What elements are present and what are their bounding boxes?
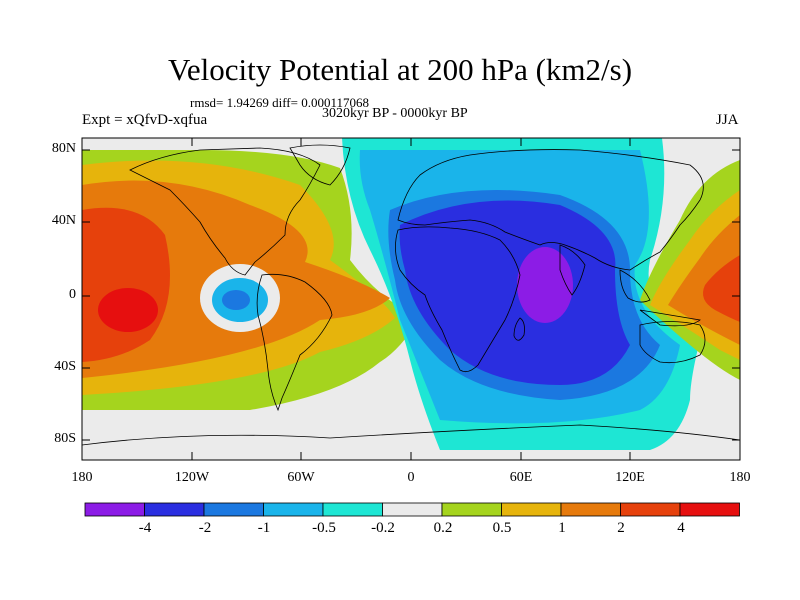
- colorbar-label: 1: [558, 520, 566, 536]
- lat-ticks: [82, 149, 740, 441]
- colorbar-label: 2: [617, 520, 625, 536]
- colorbar-swatch: [84, 502, 145, 517]
- colorbar-label: -4: [138, 520, 152, 536]
- velocity-potential-field: [82, 138, 740, 460]
- colorbar-swatch: [322, 502, 383, 517]
- colorbar-label: -2: [198, 520, 212, 536]
- negative-strong: [399, 200, 630, 385]
- west-pacific-positive-peak: [702, 255, 740, 322]
- colorbar-swatch: [501, 502, 562, 517]
- colorbar-swatch: [620, 502, 681, 517]
- season-label: JJA: [716, 112, 739, 128]
- colorbar-swatch: [679, 502, 740, 517]
- lat-label-40s: 40S: [54, 359, 76, 374]
- colorbar-swatch: [263, 502, 324, 517]
- colorbar-label: -0.2: [371, 520, 395, 536]
- coastlines: [82, 144, 740, 446]
- period-label: 3020kyr BP - 0000kyr BP: [322, 106, 468, 121]
- experiment-label: Expt = xQfvD-xqfua: [82, 112, 208, 128]
- colorbar-swatch: [382, 502, 443, 517]
- colorbar-label: -0.5: [312, 520, 336, 536]
- colorbar-label: 0.5: [492, 520, 512, 536]
- colorbar-swatch: [144, 502, 205, 517]
- lat-label-80s: 80S: [54, 431, 76, 446]
- lon-ticks: [191, 138, 631, 460]
- colorbar-swatch: [560, 502, 621, 517]
- lon-label-60e: 60E: [509, 470, 533, 485]
- colorbar-label: 0.2: [433, 520, 453, 536]
- lon-label-0: 0: [407, 470, 415, 485]
- lat-label-40n: 40N: [51, 213, 76, 228]
- colorbar-swatch: [203, 502, 264, 517]
- negative-core: [517, 247, 573, 323]
- lat-label-80n: 80N: [51, 141, 76, 156]
- pacific-positive-core: [98, 288, 158, 332]
- east-pacific-negative-core: [222, 290, 250, 310]
- lon-label-120e: 120E: [615, 470, 645, 485]
- colorbar-label: -1: [257, 520, 271, 536]
- lon-label-180e: 180: [729, 470, 751, 485]
- lat-label-0: 0: [69, 287, 76, 302]
- stats-label: rmsd= 1.94269 diff= 0.000117068: [190, 95, 369, 110]
- colorbar: [84, 502, 740, 517]
- lon-label-60w: 60W: [287, 470, 315, 485]
- colorbar-label: 4: [677, 520, 685, 536]
- page-title: Velocity Potential at 200 hPa (km2/s): [167, 52, 633, 87]
- lon-label-120w: 120W: [174, 470, 210, 485]
- colorbar-swatch: [441, 502, 502, 517]
- lon-label-180w: 180: [71, 470, 93, 485]
